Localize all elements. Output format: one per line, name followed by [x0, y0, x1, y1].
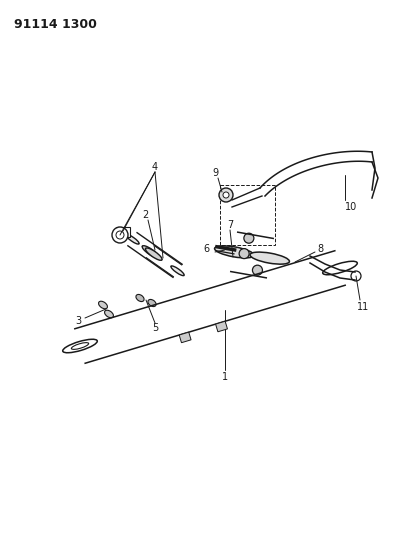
Text: 9: 9 — [212, 168, 218, 178]
Text: 11: 11 — [357, 302, 369, 312]
Ellipse shape — [215, 246, 254, 258]
Circle shape — [239, 248, 249, 259]
FancyBboxPatch shape — [116, 228, 130, 237]
Circle shape — [112, 227, 128, 243]
Text: 3: 3 — [75, 316, 81, 326]
Ellipse shape — [145, 248, 162, 260]
Ellipse shape — [99, 301, 107, 309]
Ellipse shape — [148, 300, 156, 306]
Ellipse shape — [142, 246, 159, 258]
Ellipse shape — [105, 310, 113, 318]
Ellipse shape — [63, 340, 97, 353]
Text: 6: 6 — [204, 244, 210, 254]
Ellipse shape — [323, 261, 357, 274]
Circle shape — [351, 271, 361, 281]
Circle shape — [219, 188, 233, 202]
Text: 91114 1300: 91114 1300 — [14, 18, 97, 31]
Circle shape — [244, 233, 254, 243]
Ellipse shape — [136, 294, 144, 302]
Ellipse shape — [71, 343, 89, 349]
Text: 5: 5 — [152, 323, 158, 333]
Polygon shape — [215, 321, 227, 332]
Text: 1: 1 — [222, 372, 228, 382]
Circle shape — [116, 231, 124, 239]
Text: 10: 10 — [345, 202, 357, 212]
Text: 2: 2 — [142, 210, 148, 220]
Polygon shape — [179, 332, 191, 343]
Text: 4: 4 — [152, 162, 158, 172]
Circle shape — [223, 192, 229, 198]
Text: 7: 7 — [227, 220, 233, 230]
Circle shape — [253, 265, 263, 275]
Ellipse shape — [126, 235, 139, 244]
Text: 8: 8 — [317, 244, 323, 254]
Ellipse shape — [250, 252, 289, 264]
Ellipse shape — [171, 266, 184, 276]
